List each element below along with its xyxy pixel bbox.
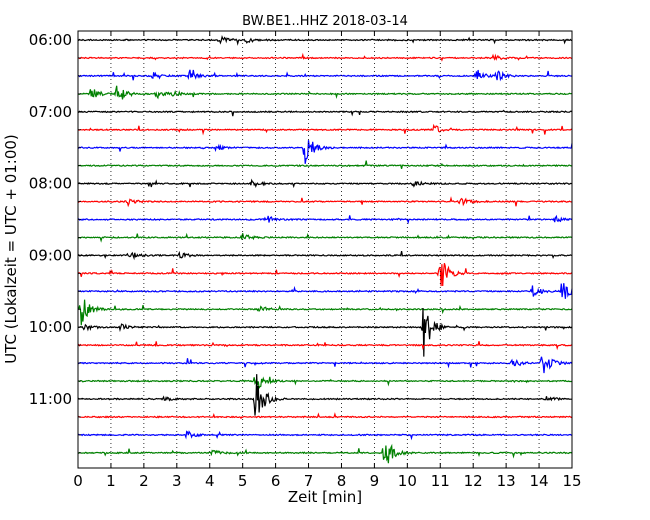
y-axis-ticks: 06:00 07:00 08:00 09:00 10:00 11:00: [29, 31, 83, 454]
trace-line: [77, 69, 573, 82]
trace-group: [77, 34, 573, 464]
trace-line: [77, 34, 573, 46]
x-tick-label: 13: [497, 472, 516, 490]
trace-line: [77, 263, 573, 287]
trace-line: [78, 214, 573, 225]
x-tick-label: 3: [172, 472, 182, 490]
trace-line: [77, 178, 573, 189]
y-axis-label: UTC (Lokalzeit = UTC + 01:00): [2, 134, 20, 364]
trace-line: [77, 412, 573, 420]
plot-frame: [77, 30, 573, 469]
trace-line: [77, 85, 573, 100]
trace-line: [77, 109, 573, 117]
trace-line: [77, 52, 573, 62]
x-tick-label: 12: [464, 472, 483, 490]
y-tick-label: 08:00: [29, 175, 72, 193]
trace-line: [77, 430, 573, 441]
y-tick-label: 11:00: [29, 390, 72, 408]
x-tick-label: 15: [562, 472, 581, 490]
x-tick-label: 2: [139, 472, 149, 490]
x-tick-label: 10: [398, 472, 417, 490]
x-tick-label: 11: [431, 472, 450, 490]
x-tick-label: 14: [530, 472, 549, 490]
y-tick-label: 06:00: [29, 31, 72, 49]
trace-line: [77, 341, 573, 351]
trace-line: [77, 307, 573, 357]
trace-line: [77, 140, 573, 164]
trace-line: [77, 299, 573, 326]
x-tick-label: 1: [106, 472, 116, 490]
x-tick-label: 6: [271, 472, 281, 490]
y-tick-label: 09:00: [29, 246, 72, 264]
trace-line: [77, 196, 573, 208]
x-tick-label: 8: [337, 472, 347, 490]
trace-line: [77, 376, 572, 390]
x-tick-label: 4: [205, 472, 215, 490]
trace-line: [77, 160, 572, 169]
trace-line: [78, 443, 573, 464]
x-tick-label: 5: [238, 472, 248, 490]
y-tick-label: 10:00: [29, 318, 72, 336]
x-axis-ticks: 0 1 2 3 4 5 6 7 8 9 10 11 12 13 14 15: [73, 31, 582, 490]
trace-line: [77, 374, 573, 416]
trace-line: [77, 232, 573, 243]
trace-line: [77, 250, 572, 261]
trace-line: [77, 356, 573, 374]
x-axis-label: Zeit [min]: [288, 488, 362, 506]
chart-title: BW.BE1..HHZ 2018-03-14: [242, 14, 408, 29]
vertical-grid: [110, 31, 540, 468]
trace-line: [77, 283, 573, 299]
x-tick-label: 7: [304, 472, 314, 490]
x-tick-label: 9: [370, 472, 380, 490]
x-tick-label: 0: [73, 472, 83, 490]
trace-line: [77, 123, 573, 136]
y-tick-label: 07:00: [29, 103, 72, 121]
